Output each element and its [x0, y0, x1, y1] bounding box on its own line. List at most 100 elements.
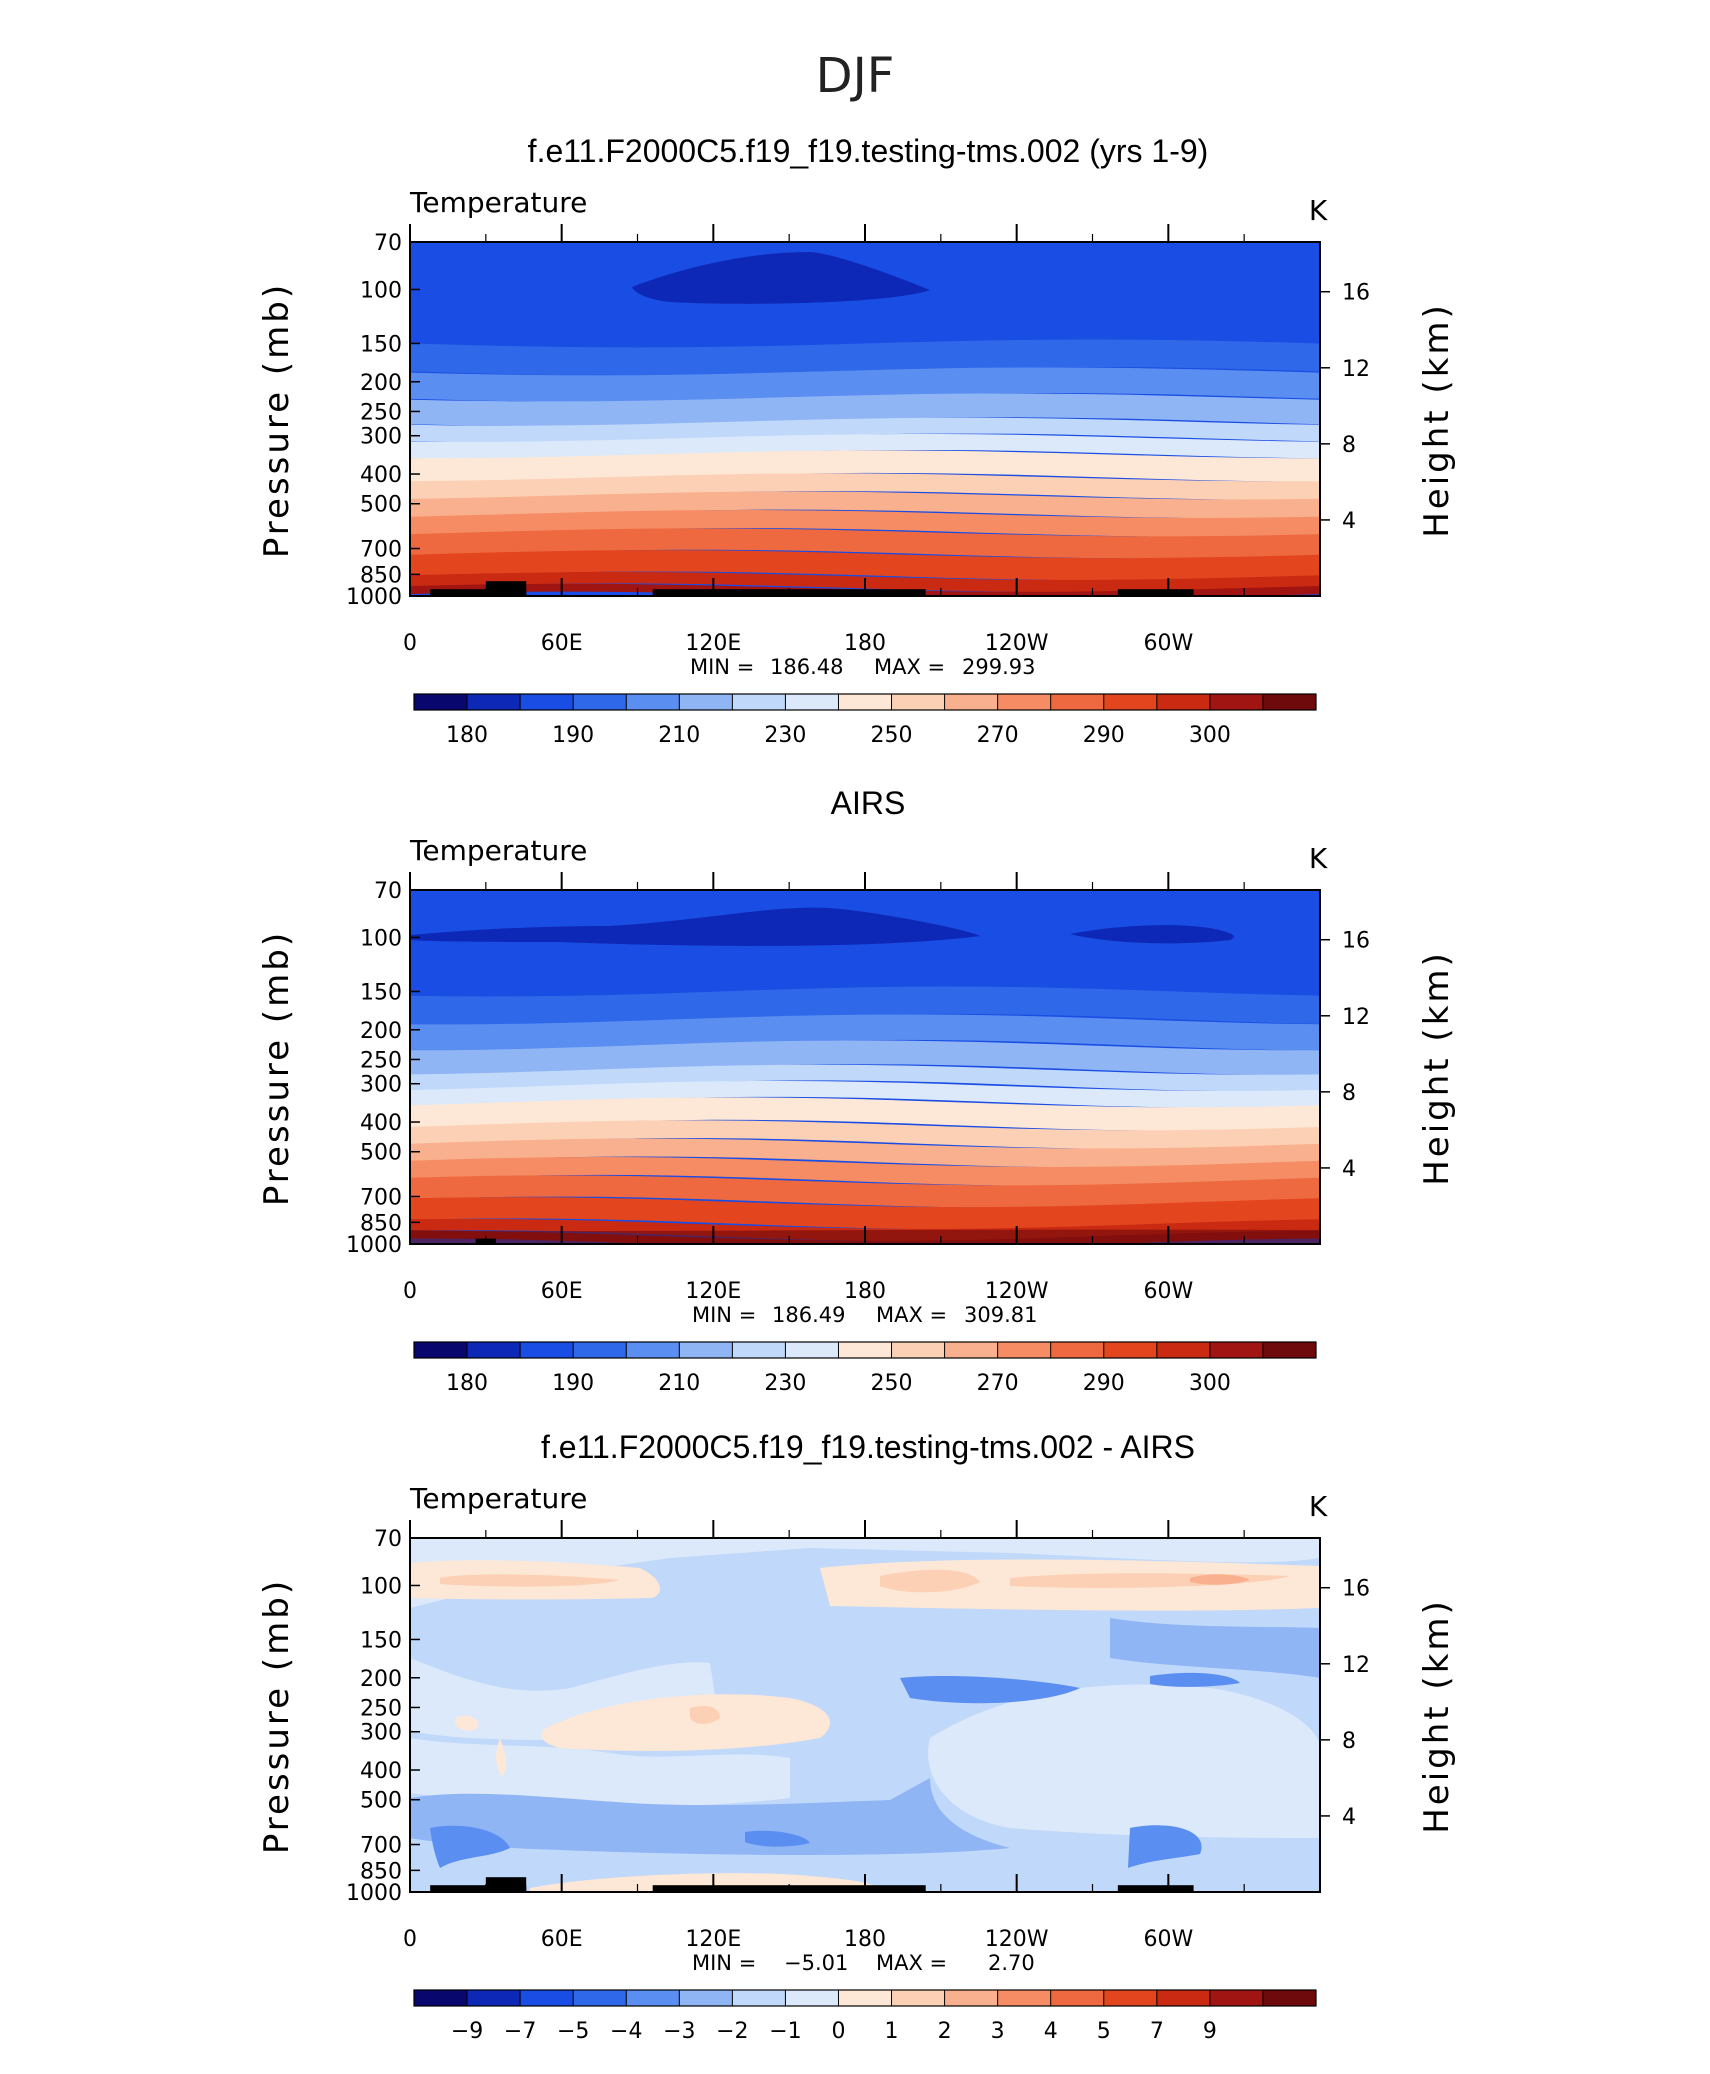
- contour-band: [410, 1064, 1320, 1092]
- colorbar-label: 210: [658, 723, 700, 748]
- contour-band: [880, 1569, 980, 1593]
- colorbar-swatch: [626, 1342, 680, 1358]
- x-tick-label: 60W: [1143, 631, 1193, 656]
- y-tick-label: 150: [360, 980, 402, 1005]
- y2-tick-label: 4: [1342, 509, 1356, 534]
- colorbar-swatch: [732, 694, 786, 710]
- contour-band: [410, 473, 1320, 500]
- contour-band: [410, 528, 1320, 559]
- colorbar-swatch: [997, 694, 1052, 710]
- contour-band: [1150, 1672, 1240, 1687]
- y-tick-label: 150: [360, 1628, 402, 1653]
- y-tick-label: 70: [374, 231, 402, 256]
- terrain-mask: [1117, 1885, 1194, 1892]
- colorbar-label: 7: [1150, 2019, 1164, 2044]
- contour-band: [410, 339, 1320, 376]
- x-tick-label: 60W: [1143, 1279, 1193, 1304]
- terrain-mask: [430, 1885, 527, 1892]
- colorbar-swatch: [785, 1342, 839, 1358]
- contour-band: [410, 417, 1320, 443]
- contour-band: [410, 367, 1320, 402]
- x-tick-label: 60E: [541, 1927, 583, 1952]
- contour-band: [1128, 1825, 1202, 1868]
- y-tick-label: 70: [374, 1527, 402, 1552]
- terrain-mask: [485, 1877, 527, 1892]
- colorbar-label: 9: [1203, 2019, 1217, 2044]
- colorbar-label: 190: [552, 1371, 594, 1396]
- colorbar-swatch: [838, 1342, 893, 1358]
- y-tick-label: 100: [360, 926, 402, 951]
- y-axis-label: Pressure (mb): [257, 1578, 297, 1854]
- colorbar-label: −1: [769, 2019, 801, 2044]
- y-tick-label: 400: [360, 463, 402, 488]
- colorbar-swatch: [1156, 1342, 1211, 1358]
- contour-band: [410, 1081, 1320, 1108]
- contour-band: [440, 1574, 620, 1587]
- units-label: K: [1309, 194, 1328, 227]
- colorbar-swatch: [732, 1342, 786, 1358]
- max-value: 309.81: [964, 1303, 1037, 1327]
- colorbar-swatch: [1103, 694, 1158, 710]
- y2-tick-label: 8: [1342, 1081, 1356, 1106]
- colorbar-swatch: [1050, 1342, 1105, 1358]
- contour-band: [410, 1120, 1320, 1149]
- contour-band: [410, 1097, 1320, 1131]
- min-label: MIN =: [692, 1951, 756, 1975]
- colorbar-label: 230: [764, 723, 806, 748]
- min-value: 186.48: [770, 655, 843, 679]
- y-tick-label: 700: [360, 1186, 402, 1211]
- units-label: K: [1309, 842, 1328, 875]
- y2-tick-label: 4: [1342, 1805, 1356, 1830]
- y-tick-label: 70: [374, 879, 402, 904]
- colorbar-swatch: [414, 1342, 468, 1358]
- y-tick-label: 700: [360, 538, 402, 563]
- colorbar-swatch: [1156, 694, 1211, 710]
- colorbar-label: 5: [1097, 2019, 1111, 2044]
- cold-core: [410, 907, 980, 946]
- y-tick-label: 100: [360, 1574, 402, 1599]
- x-tick-label: 120W: [985, 1927, 1049, 1952]
- colorbar-swatch: [891, 1342, 946, 1358]
- colorbar-swatch: [1050, 1990, 1105, 2006]
- y-tick-label: 250: [360, 400, 402, 425]
- contour-band: [410, 1197, 1320, 1230]
- y-tick-label: 1000: [346, 1233, 402, 1258]
- colorbar-swatch: [467, 694, 521, 710]
- colorbar-swatch: [997, 1990, 1052, 2006]
- x-tick-label: 180: [844, 631, 886, 656]
- colorbar-swatch: [1156, 1990, 1211, 2006]
- colorbar-label: 0: [831, 2019, 845, 2044]
- colorbar-swatch: [679, 1342, 733, 1358]
- x-tick-label: 60E: [541, 1279, 583, 1304]
- colorbar-frame: [413, 1341, 1317, 1359]
- colorbar-swatch: [944, 1342, 999, 1358]
- colorbar-swatch: [891, 1990, 946, 2006]
- contour-band: [410, 1778, 1010, 1855]
- colorbar-swatch: [626, 694, 680, 710]
- contour-band: [410, 1040, 1320, 1076]
- y-tick-label: 250: [360, 1048, 402, 1073]
- figure-title: DJF: [816, 48, 895, 104]
- y2-axis-label: Height (km): [1417, 302, 1457, 538]
- x-tick-label: 60W: [1143, 1927, 1193, 1952]
- x-tick-label: 60E: [541, 631, 583, 656]
- cold-core: [632, 252, 930, 304]
- colorbar-label: −5: [557, 2019, 589, 2044]
- colorbar-label: 270: [977, 723, 1019, 748]
- contour-band: [410, 1157, 1320, 1186]
- y-tick-label: 500: [360, 493, 402, 518]
- colorbar-swatch: [1209, 1342, 1264, 1358]
- colorbar-swatch: [414, 1990, 468, 2006]
- contour-band: [410, 434, 1320, 459]
- colorbar-swatch: [1103, 1342, 1158, 1358]
- units-label: K: [1309, 1490, 1328, 1523]
- panel-title: f.e11.F2000C5.f19_f19.testing-tms.002 (y…: [528, 133, 1209, 169]
- panel-title: AIRS: [831, 785, 906, 821]
- y-tick-label: 850: [360, 1211, 402, 1236]
- y2-tick-label: 8: [1342, 433, 1356, 458]
- y-tick-label: 200: [360, 371, 402, 396]
- colorbar-swatch: [467, 1342, 521, 1358]
- terrain-mask: [485, 581, 527, 596]
- y-tick-label: 850: [360, 563, 402, 588]
